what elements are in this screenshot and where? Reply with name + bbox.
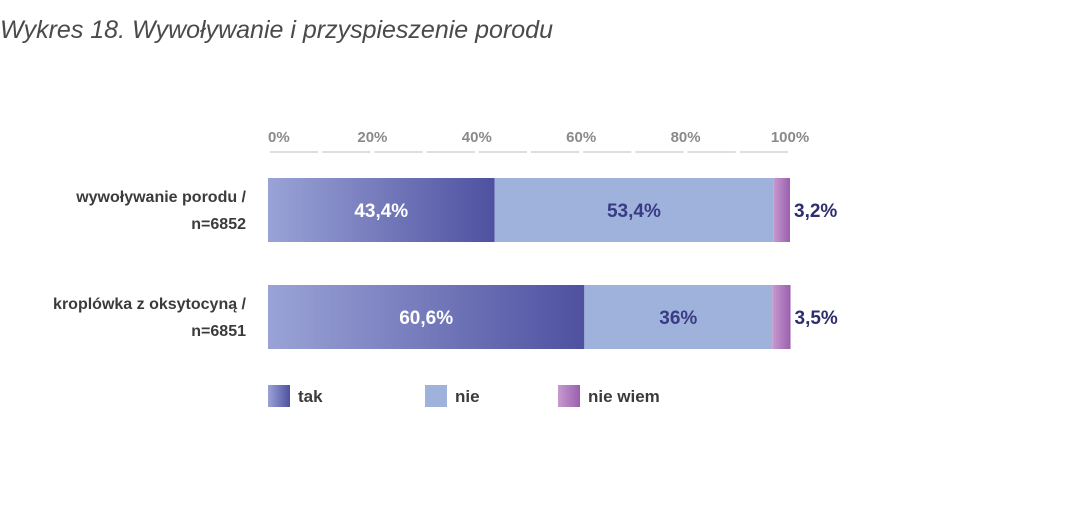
category-labels: wywoływanie porodu / n=6852 kroplówka z ok… xyxy=(53,189,247,340)
value-labels: 43,4% 53,4% 3,2% 60,6% 36% 3,5% xyxy=(354,201,838,329)
value-label: 3,2% xyxy=(794,201,837,222)
bar-segment xyxy=(268,285,585,349)
x-tick-label: 40% xyxy=(462,129,492,146)
value-label: 60,6% xyxy=(399,308,453,329)
x-tick-label: 100% xyxy=(771,129,809,146)
category-label: wywoływanie porodu / xyxy=(75,189,246,206)
bar-segment xyxy=(772,285,791,349)
x-tick-label: 0% xyxy=(268,129,290,146)
value-label: 3,5% xyxy=(795,308,838,329)
legend-label: nie wiem xyxy=(588,387,660,406)
x-tick-label: 80% xyxy=(671,129,701,146)
value-label: 43,4% xyxy=(354,201,408,222)
x-axis-ticks: 0% 20% 40% 60% 80% 100% xyxy=(268,129,809,153)
legend-label: tak xyxy=(298,387,323,406)
value-label: 53,4% xyxy=(607,201,661,222)
chart-title: Wykres 18. Wywoływanie i przyspieszenie … xyxy=(0,16,553,44)
bar-segment xyxy=(494,178,774,242)
legend-swatch xyxy=(558,385,580,407)
bar-segment xyxy=(584,285,773,349)
legend: tak nie nie wiem xyxy=(268,385,660,407)
legend-label: nie xyxy=(455,387,480,406)
category-label: n=6852 xyxy=(191,216,246,233)
legend-swatch xyxy=(268,385,290,407)
category-label: n=6851 xyxy=(191,323,246,340)
bar-segment xyxy=(773,178,790,242)
bar-segment xyxy=(268,178,495,242)
value-label: 36% xyxy=(659,308,697,329)
x-tick-label: 20% xyxy=(357,129,387,146)
x-tick-label: 60% xyxy=(566,129,596,146)
legend-swatch xyxy=(425,385,447,407)
category-label: kroplówka z oksytocyną / xyxy=(53,296,247,313)
bars xyxy=(268,178,791,349)
